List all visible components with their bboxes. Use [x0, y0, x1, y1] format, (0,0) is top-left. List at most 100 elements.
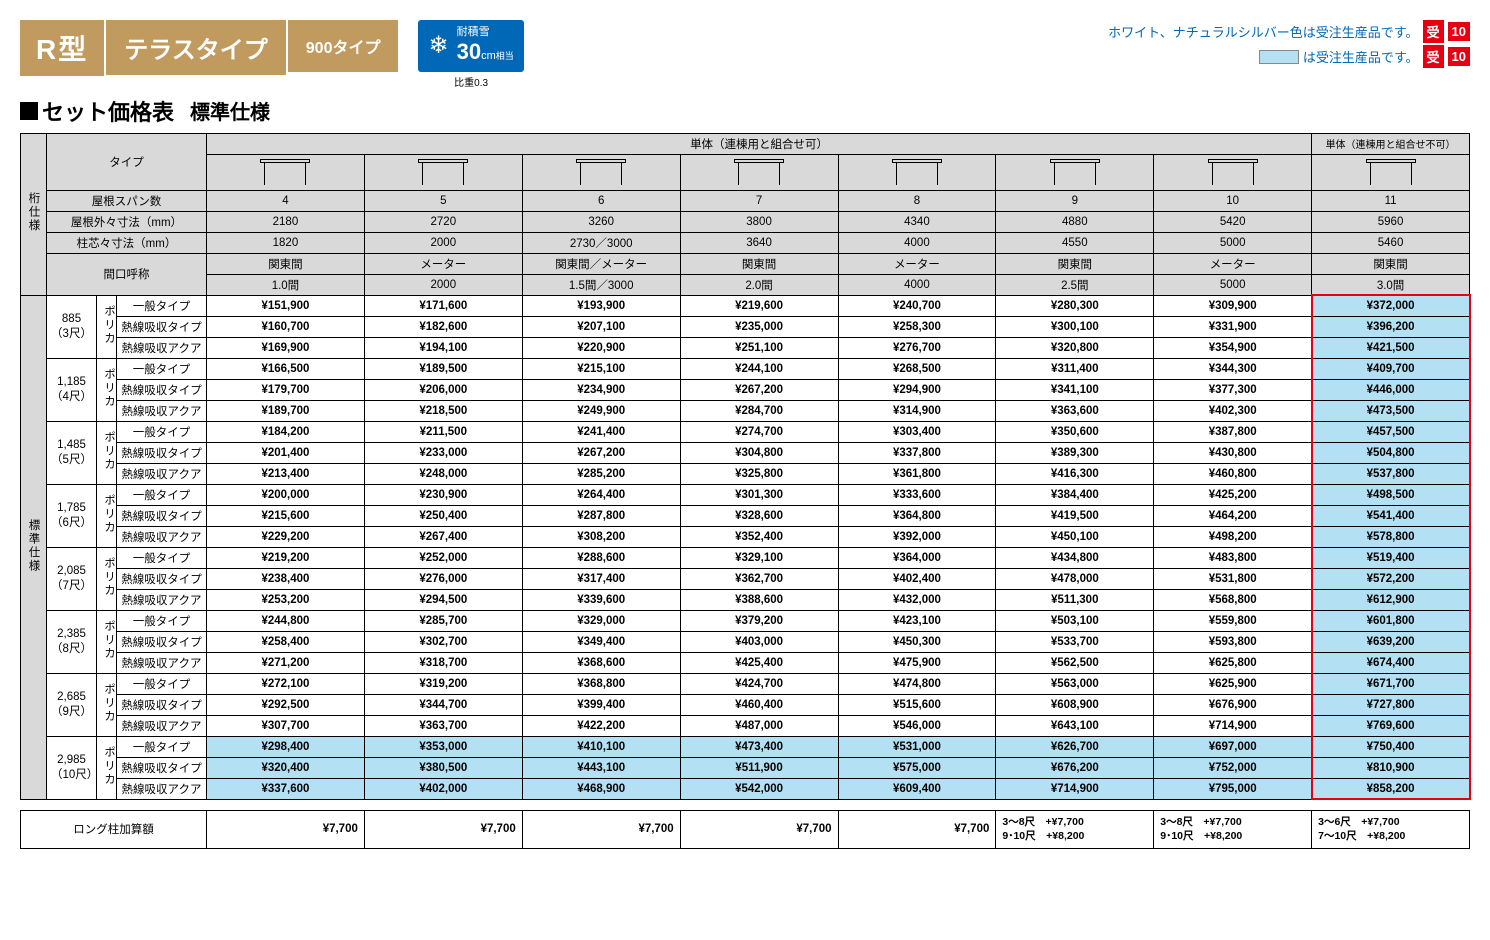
price-cell: ¥206,000	[364, 379, 522, 400]
price-cell: ¥515,600	[838, 694, 996, 715]
price-cell: ¥714,900	[1154, 715, 1312, 736]
structure-icon-cell	[1154, 154, 1312, 190]
price-cell: ¥503,100	[996, 610, 1154, 631]
price-cell: ¥511,900	[680, 757, 838, 778]
ju10-badge: 10	[1448, 22, 1470, 41]
price-cell: ¥294,500	[364, 589, 522, 610]
price-cell: ¥354,900	[1154, 337, 1312, 358]
polycarbonate-label: ポリカ	[97, 421, 117, 484]
span-value: 6	[522, 190, 680, 211]
legend-notes: ホワイト、ナチュラルシルバー色は受注生産品です。 受 10 は受注生産品です。 …	[1108, 20, 1470, 70]
opening-region: メーター	[364, 253, 522, 274]
opening-size: 1.0間	[207, 274, 365, 295]
ju-badge-2: 受	[1423, 45, 1444, 68]
price-cell: ¥363,600	[996, 400, 1154, 421]
price-cell: ¥294,900	[838, 379, 996, 400]
variant-label: 一般タイプ	[117, 484, 207, 505]
price-cell: ¥267,400	[364, 526, 522, 547]
variant-label: 熱線吸収タイプ	[117, 442, 207, 463]
price-cell: ¥240,700	[838, 295, 996, 316]
price-cell: ¥541,400	[1312, 505, 1470, 526]
span-value: 8	[838, 190, 996, 211]
price-cell: ¥498,200	[1154, 526, 1312, 547]
pillar-dim: 5000	[1154, 232, 1312, 253]
price-cell: ¥372,000	[1312, 295, 1470, 316]
opening-size: 2.0間	[680, 274, 838, 295]
price-cell: ¥402,300	[1154, 400, 1312, 421]
polycarbonate-label: ポリカ	[97, 358, 117, 421]
opening-region: 関東間	[680, 253, 838, 274]
depth-cell: 1,485（5尺）	[47, 421, 97, 484]
pillar-dim: 2000	[364, 232, 522, 253]
price-cell: ¥562,500	[996, 652, 1154, 673]
price-cell: ¥593,800	[1154, 631, 1312, 652]
price-cell: ¥189,500	[364, 358, 522, 379]
price-row: 熱線吸収タイプ¥258,400¥302,700¥349,400¥403,000¥…	[21, 631, 1470, 652]
price-cell: ¥333,600	[838, 484, 996, 505]
structure-icon-cell	[1312, 154, 1470, 190]
variant-label: 熱線吸収タイプ	[117, 316, 207, 337]
snow-suffix: 相当	[496, 51, 514, 61]
polycarbonate-label: ポリカ	[97, 610, 117, 673]
polycarbonate-label: ポリカ	[97, 484, 117, 547]
top-group-left: 単体（連棟用と組合せ可）	[207, 133, 1312, 154]
price-cell: ¥200,000	[207, 484, 365, 505]
price-cell: ¥402,400	[838, 568, 996, 589]
price-cell: ¥625,800	[1154, 652, 1312, 673]
price-cell: ¥244,100	[680, 358, 838, 379]
price-cell: ¥267,200	[680, 379, 838, 400]
outer-dim: 5420	[1154, 211, 1312, 232]
price-cell: ¥353,000	[364, 736, 522, 757]
price-cell: ¥368,600	[522, 652, 680, 673]
price-cell: ¥531,000	[838, 736, 996, 757]
variant-label: 熱線吸収アクア	[117, 715, 207, 736]
terrace-structure-icon	[418, 157, 468, 185]
depth-cell: 2,685（9尺）	[47, 673, 97, 736]
price-cell: ¥424,700	[680, 673, 838, 694]
variant-label: 熱線吸収アクア	[117, 526, 207, 547]
terrace-structure-icon	[260, 157, 310, 185]
price-cell: ¥542,000	[680, 778, 838, 799]
outer-dim: 3260	[522, 211, 680, 232]
price-cell: ¥272,100	[207, 673, 365, 694]
span-value: 10	[1154, 190, 1312, 211]
opening-size: 2000	[364, 274, 522, 295]
price-cell: ¥609,400	[838, 778, 996, 799]
variant-label: 熱線吸収アクア	[117, 463, 207, 484]
opening-size: 4000	[838, 274, 996, 295]
snow-load-badge: ❄ 耐積雪 30cm相当 比重0.3	[418, 20, 523, 89]
price-cell: ¥625,900	[1154, 673, 1312, 694]
price-cell: ¥752,000	[1154, 757, 1312, 778]
terrace-structure-icon	[892, 157, 942, 185]
price-cell: ¥302,700	[364, 631, 522, 652]
price-row: 熱線吸収アクア¥271,200¥318,700¥368,600¥425,400¥…	[21, 652, 1470, 673]
outer-dim: 2180	[207, 211, 365, 232]
price-row: 熱線吸収タイプ¥215,600¥250,400¥287,800¥328,600¥…	[21, 505, 1470, 526]
price-cell: ¥166,500	[207, 358, 365, 379]
price-cell: ¥364,000	[838, 547, 996, 568]
price-cell: ¥271,200	[207, 652, 365, 673]
structure-icon-cell	[838, 154, 996, 190]
price-cell: ¥419,500	[996, 505, 1154, 526]
opening-region: 関東間／メーター	[522, 253, 680, 274]
price-row: 熱線吸収アクア¥189,700¥218,500¥249,900¥284,700¥…	[21, 400, 1470, 421]
section-sub: 標準仕様	[190, 96, 270, 125]
price-cell: ¥473,500	[1312, 400, 1470, 421]
snowflake-icon: ❄	[428, 31, 448, 60]
price-cell: ¥487,000	[680, 715, 838, 736]
price-cell: ¥697,000	[1154, 736, 1312, 757]
opening-region: 関東間	[207, 253, 365, 274]
price-cell: ¥769,600	[1312, 715, 1470, 736]
price-cell: ¥241,400	[522, 421, 680, 442]
structure-icon-cell	[680, 154, 838, 190]
title-badge: テラスタイプ	[104, 20, 286, 75]
snow-unit: cm	[481, 50, 496, 62]
price-cell: ¥267,200	[522, 442, 680, 463]
price-cell: ¥350,600	[996, 421, 1154, 442]
opening-size: 2.5間	[996, 274, 1154, 295]
price-cell: ¥301,300	[680, 484, 838, 505]
price-cell: ¥402,000	[364, 778, 522, 799]
outer-dim: 4880	[996, 211, 1154, 232]
price-row: 熱線吸収タイプ¥160,700¥182,600¥207,100¥235,000¥…	[21, 316, 1470, 337]
price-cell: ¥308,200	[522, 526, 680, 547]
